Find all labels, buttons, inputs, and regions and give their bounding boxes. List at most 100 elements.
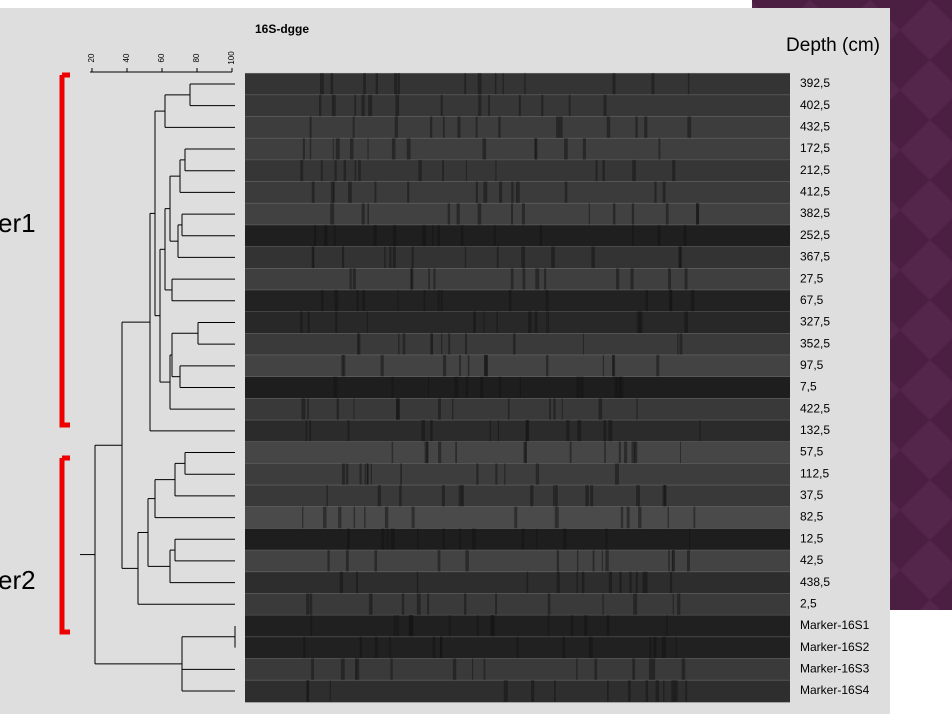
gel-band xyxy=(509,290,512,312)
gel-band xyxy=(375,637,378,659)
gel-band xyxy=(442,160,444,182)
gel-band xyxy=(303,138,305,160)
gel-band xyxy=(387,528,388,550)
gel-band xyxy=(609,572,612,594)
gel-band xyxy=(585,485,589,507)
gel-band xyxy=(607,680,609,702)
gel-band xyxy=(321,160,323,182)
scale-label: 20 xyxy=(87,53,96,62)
lane-label: 12,5 xyxy=(800,531,824,545)
gel-band xyxy=(668,268,671,290)
gel-band xyxy=(465,550,468,572)
gel-lane xyxy=(245,290,790,312)
gel-band xyxy=(448,203,450,225)
gel-band xyxy=(459,528,461,550)
gel-band xyxy=(616,377,618,399)
gel-band xyxy=(337,398,339,420)
gel-band xyxy=(480,95,481,117)
gel-band xyxy=(666,203,669,225)
gel-band xyxy=(603,355,604,377)
gel-band xyxy=(541,95,543,117)
gel-band xyxy=(417,528,418,550)
gel-band xyxy=(300,160,303,182)
lane-label: 172,5 xyxy=(800,141,830,155)
gel-band xyxy=(371,593,372,615)
gel-band xyxy=(548,593,551,615)
gel-band xyxy=(333,138,334,160)
lane-label: 112,5 xyxy=(800,466,829,480)
gel-band xyxy=(438,550,441,572)
gel-band xyxy=(312,182,315,204)
lane-label: 412,5 xyxy=(800,185,830,199)
gel-band xyxy=(613,73,616,95)
gel-band xyxy=(548,615,549,637)
gel-band xyxy=(582,572,585,594)
gel-band xyxy=(457,117,460,139)
gel-band xyxy=(384,247,385,269)
gel-lane xyxy=(245,550,790,572)
gel-band xyxy=(323,507,326,529)
gel-band xyxy=(478,95,480,117)
gel-band xyxy=(490,420,491,442)
gel-lane xyxy=(245,247,790,269)
gel-band xyxy=(635,117,637,139)
gel-band xyxy=(604,442,606,464)
gel-band xyxy=(644,117,647,139)
gel-band xyxy=(555,507,559,529)
gel-lane xyxy=(245,268,790,290)
gel-band xyxy=(442,485,445,507)
gel-band xyxy=(520,377,521,399)
gel-band xyxy=(392,138,395,160)
gel-lane xyxy=(245,117,790,139)
gel-band xyxy=(576,377,580,399)
gel-band xyxy=(307,398,309,420)
gel-band xyxy=(682,658,686,680)
gel-band xyxy=(466,377,468,399)
gel-band xyxy=(334,290,338,312)
gel-band xyxy=(465,247,466,269)
gel-band xyxy=(599,398,603,420)
gel-band xyxy=(443,528,445,550)
gel-band xyxy=(483,138,487,160)
gel-band xyxy=(433,268,435,290)
gel-band xyxy=(531,680,534,702)
gel-band xyxy=(540,225,542,247)
gel-band xyxy=(418,160,421,182)
gel-band xyxy=(358,160,360,182)
gel-lane xyxy=(245,73,790,95)
gel-band xyxy=(565,182,567,204)
gel-lane xyxy=(245,658,790,680)
gel-band xyxy=(677,593,680,615)
lane-label: 2,5 xyxy=(800,596,817,610)
lane-label: 432,5 xyxy=(800,120,830,134)
gel-band xyxy=(332,95,336,117)
gel-band xyxy=(525,442,527,464)
gel-band xyxy=(678,247,681,269)
gel-band xyxy=(685,268,688,290)
gel-band xyxy=(571,615,574,637)
gel-band xyxy=(449,615,451,637)
gel-band xyxy=(367,203,369,225)
gel-band xyxy=(392,442,394,464)
gel-band xyxy=(306,420,307,442)
gel-band xyxy=(663,680,664,702)
gel-band xyxy=(448,333,450,355)
gel-band xyxy=(484,658,486,680)
gel-band xyxy=(417,572,418,594)
gel-lane xyxy=(245,138,790,160)
gel-band xyxy=(677,333,678,355)
gel-band xyxy=(478,73,482,95)
gel-band xyxy=(430,117,432,139)
gel-band xyxy=(480,377,483,399)
gel-band xyxy=(357,290,359,312)
gel-band xyxy=(300,312,302,334)
gel-band xyxy=(336,138,340,160)
gel-band xyxy=(654,637,657,659)
gel-band xyxy=(696,203,699,225)
gel-band xyxy=(473,312,476,334)
gel-band xyxy=(693,507,695,529)
gel-band xyxy=(511,268,514,290)
gel-band xyxy=(612,355,615,377)
gel-band xyxy=(504,463,505,485)
gel-band xyxy=(348,182,352,204)
